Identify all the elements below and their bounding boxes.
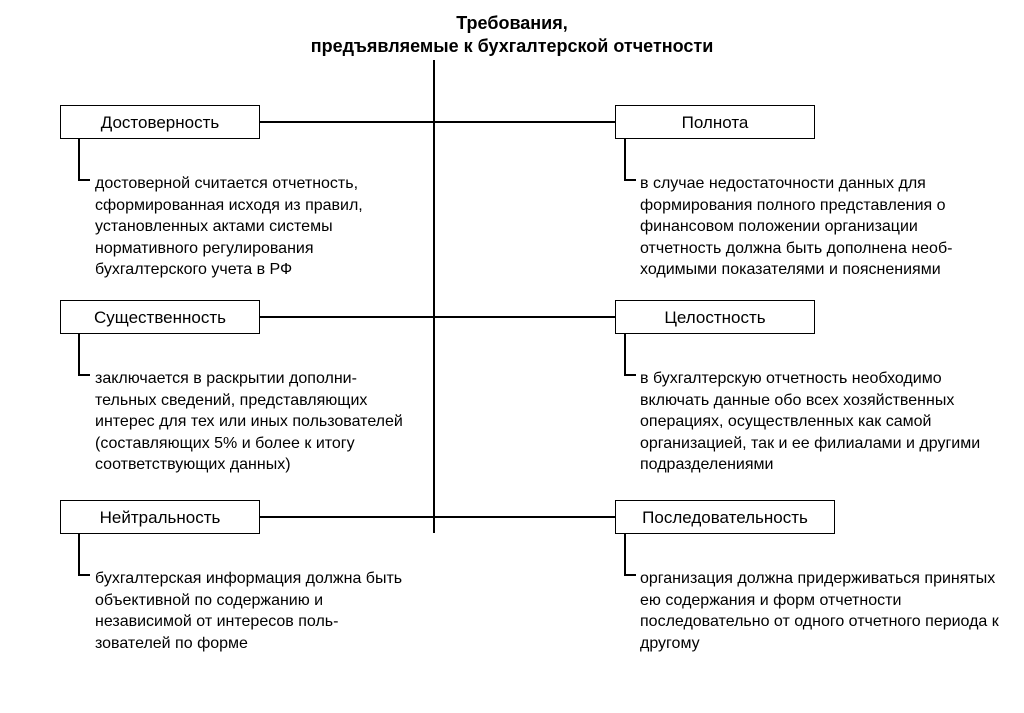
diagram-title: Требования, предъявляемые к бухгалтерско… [0,12,1024,59]
node-label: Целостность [664,308,765,327]
connector-line [78,574,90,576]
node-label: Полнота [682,113,749,132]
node-label: Достоверность [101,113,219,132]
connector-line [78,534,80,576]
node-box-n3: Существенность [60,300,260,334]
node-description-n5: бухгалтерская информация должна быть объ… [95,568,405,654]
connector-line [260,316,615,318]
node-label: Последовательность [642,508,808,527]
node-description-n1: достоверной считается отчетность, сформи… [95,173,405,281]
node-box-n2: Полнота [615,105,815,139]
node-description-n3: заключается в раскрытии дополни­тельных … [95,368,405,476]
node-description-n2: в случае недостаточности данных для форм… [640,173,1000,281]
node-description-n4: в бухгалтерскую отчетность необходимо вк… [640,368,1000,476]
connector-line [78,179,90,181]
node-label: Нейтральность [100,508,221,527]
connector-line [260,516,615,518]
node-description-n6: организация должна придерживаться принят… [640,568,1000,654]
node-box-n5: Нейтральность [60,500,260,534]
connector-line [78,139,80,181]
connector-line [433,60,435,533]
connector-line [624,179,636,181]
connector-line [624,374,636,376]
connector-line [260,121,615,123]
node-label: Существенность [94,308,226,327]
connector-line [78,334,80,376]
connector-line [624,139,626,181]
node-box-n6: Последовательность [615,500,835,534]
node-box-n4: Целостность [615,300,815,334]
node-box-n1: Достоверность [60,105,260,139]
connector-line [624,334,626,376]
title-line2: предъявляемые к бухгалтерской отчетности [311,36,714,56]
title-line1: Требования, [456,13,567,33]
connector-line [78,374,90,376]
connector-line [624,534,626,576]
connector-line [624,574,636,576]
